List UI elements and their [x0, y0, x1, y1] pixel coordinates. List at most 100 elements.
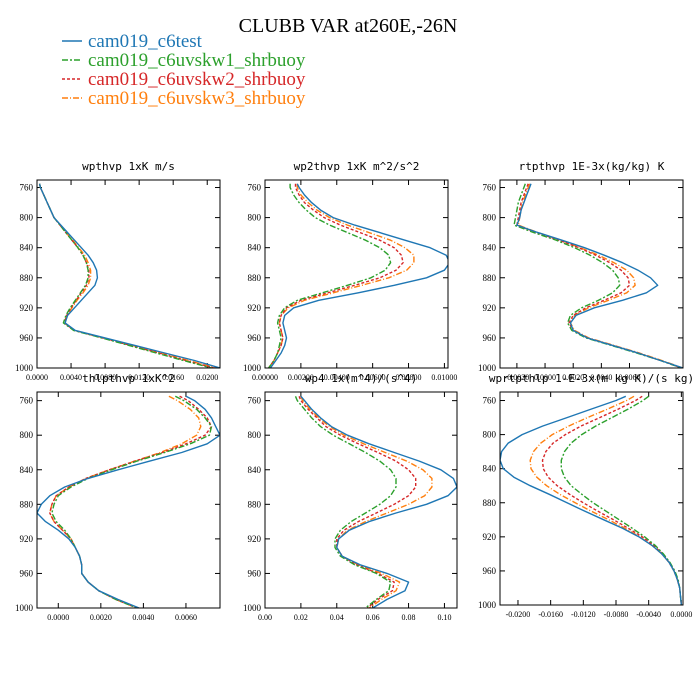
figure-title: CLUBB VAR at260E,-26N	[239, 15, 458, 37]
y-tick-label: 920	[483, 303, 497, 313]
y-tick-label: 800	[483, 213, 497, 223]
panel-title: wpthvp 1xK m/s	[82, 160, 175, 173]
chart-panel: thlpthvp 1xK^2 760 800 840 880 920 960 1000 0.00…	[15, 372, 221, 622]
y-tick-label: 920	[20, 534, 34, 544]
y-tick-label: 960	[483, 566, 497, 576]
series-line-cam019_c6uvskw1_shrbuoy	[38, 183, 212, 368]
y-tick-label: 800	[248, 430, 262, 440]
y-tick-label: 880	[248, 273, 262, 283]
y-tick-label: 880	[483, 273, 497, 283]
x-tick-label: 0.0160	[162, 373, 184, 382]
y-tick-label: 1000	[478, 363, 497, 373]
y-tick-label: 1000	[15, 363, 34, 373]
x-tick-label: 0.01000	[431, 373, 457, 382]
panel-title: rtpthvp 1E-3x(kg/kg) K	[519, 160, 665, 173]
y-tick-label: 880	[20, 273, 34, 283]
legend-entry: cam019_c6uvskw2_shrbuoy	[88, 69, 306, 90]
series-line-cam019_c6test	[300, 395, 457, 608]
y-tick-label: 960	[248, 333, 262, 343]
x-tick-label: 0.00200	[288, 373, 314, 382]
x-tick-label: 0.00	[258, 613, 272, 622]
x-tick-label: 0.00400	[324, 373, 350, 382]
series-line-cam019_c6uvskw3_shrbuoy	[49, 395, 202, 608]
y-tick-label: 960	[483, 333, 497, 343]
y-tick-label: 840	[20, 465, 34, 475]
plot-frame	[499, 391, 684, 606]
chart-panel: wp2thvp 1xK m^2/s^2 760 800 840 880 920 960 100…	[243, 160, 457, 382]
y-tick-label: 920	[248, 303, 262, 313]
legend: cam019_c6testcam019_c6uvskw1_shrbuoycam0…	[62, 31, 306, 109]
legend-entry: cam019_c6uvskw1_shrbuoy	[88, 50, 306, 71]
series-line-cam019_c6uvskw2_shrbuoy	[38, 183, 215, 368]
plot-frame	[499, 179, 684, 369]
series-line-cam019_c6uvskw2_shrbuoy	[49, 395, 213, 608]
x-tick-label: 0.0040	[132, 613, 154, 622]
x-tick-label: 0.0000	[26, 373, 48, 382]
series-line-cam019_c6uvskw2_shrbuoy	[268, 183, 404, 368]
x-tick-label: 0.10	[437, 613, 451, 622]
series-line-cam019_c6uvskw2_shrbuoy	[516, 183, 682, 368]
panel-title: wprtpthlp 1-E-3x(m kg K)/(s kg)	[489, 372, 694, 385]
x-tick-label: 0.08	[402, 613, 416, 622]
y-tick-label: 960	[20, 568, 34, 578]
y-tick-label: 800	[248, 213, 262, 223]
panels: wpthvp 1xK m/s76080084088092096010000.00…	[15, 160, 694, 622]
chart-panel: wp4 1x(m^4)/(s^4)76080084088092096010000…	[243, 372, 458, 622]
x-tick-label: 0.0060	[175, 613, 197, 622]
series-line-cam019_c6uvskw1_shrbuoy	[294, 396, 397, 608]
y-tick-label: 920	[248, 534, 262, 544]
y-tick-label: 760	[248, 396, 262, 406]
plot-frame	[264, 179, 449, 369]
y-tick-label: 800	[483, 430, 497, 440]
y-tick-label: 1000	[243, 363, 262, 373]
x-tick-label: 0.0000	[670, 610, 692, 619]
series-line-cam019_c6uvskw1_shrbuoy	[268, 183, 392, 368]
y-tick-label: 960	[20, 333, 34, 343]
legend-entry: cam019_c6uvskw3_shrbuoy	[88, 88, 306, 109]
y-tick-label: 1000	[243, 603, 262, 613]
x-tick-label: 0.0200	[196, 373, 218, 382]
x-tick-label: 0.0120	[128, 373, 150, 382]
y-tick-label: 840	[20, 243, 34, 253]
y-tick-label: 960	[248, 568, 262, 578]
y-tick-label: 920	[20, 303, 34, 313]
chart-panel: wpthvp 1xK m/s76080084088092096010000.00…	[15, 160, 221, 382]
x-tick-label: 0.06	[366, 613, 380, 622]
y-tick-label: 760	[20, 183, 34, 193]
legend-entry: cam019_c6test	[88, 31, 203, 52]
x-tick-label: -0.0080	[604, 610, 629, 619]
y-tick-label: 760	[248, 183, 262, 193]
series-line-cam019_c6uvskw3_shrbuoy	[300, 396, 433, 608]
x-tick-label: 0.0000	[47, 613, 69, 622]
x-tick-label: -0.0200	[506, 610, 531, 619]
plot-frame	[36, 179, 221, 369]
panel-title: wp4 1x(m^4)/(s^4)	[305, 372, 418, 385]
chart-panel: rtpthvp 1E-3x(kg/kg) K 760 800 840 880 920 960…	[478, 160, 684, 382]
x-tick-label: 0.0040	[590, 373, 612, 382]
x-tick-label: -0.0120	[571, 610, 596, 619]
chart-panel: wprtpthlp 1-E-3x(m kg K)/(s kg) 760 800 840…	[478, 372, 694, 619]
series-line-cam019_c6test	[38, 183, 220, 368]
x-tick-label: 0.0020	[562, 373, 584, 382]
panel-title: thlpthvp 1xK^2	[82, 372, 175, 385]
y-tick-label: 880	[20, 499, 34, 509]
y-tick-label: 840	[483, 243, 497, 253]
series-line-cam019_c6test	[37, 395, 220, 608]
y-tick-label: 920	[483, 532, 497, 542]
series-line-cam019_c6uvskw3_shrbuoy	[268, 183, 415, 368]
y-tick-label: 1000	[15, 603, 34, 613]
y-tick-label: 760	[20, 396, 34, 406]
series-line-cam019_c6test	[516, 183, 683, 368]
x-tick-label: 0.00800	[396, 373, 422, 382]
series-line-cam019_c6uvskw3_shrbuoy	[517, 183, 683, 368]
series-line-cam019_c6uvskw3_shrbuoy	[38, 183, 216, 368]
x-tick-label: 0.0080	[94, 373, 116, 382]
y-tick-label: 1000	[478, 600, 497, 610]
x-tick-label: 0.0020	[90, 613, 112, 622]
x-tick-label: 0.0060	[619, 373, 641, 382]
x-tick-label: 0.02	[294, 613, 308, 622]
series-line-cam019_c6test	[500, 395, 683, 605]
plot-frame	[36, 391, 221, 609]
panel-title: wp2thvp 1xK m^2/s^2	[294, 160, 420, 173]
